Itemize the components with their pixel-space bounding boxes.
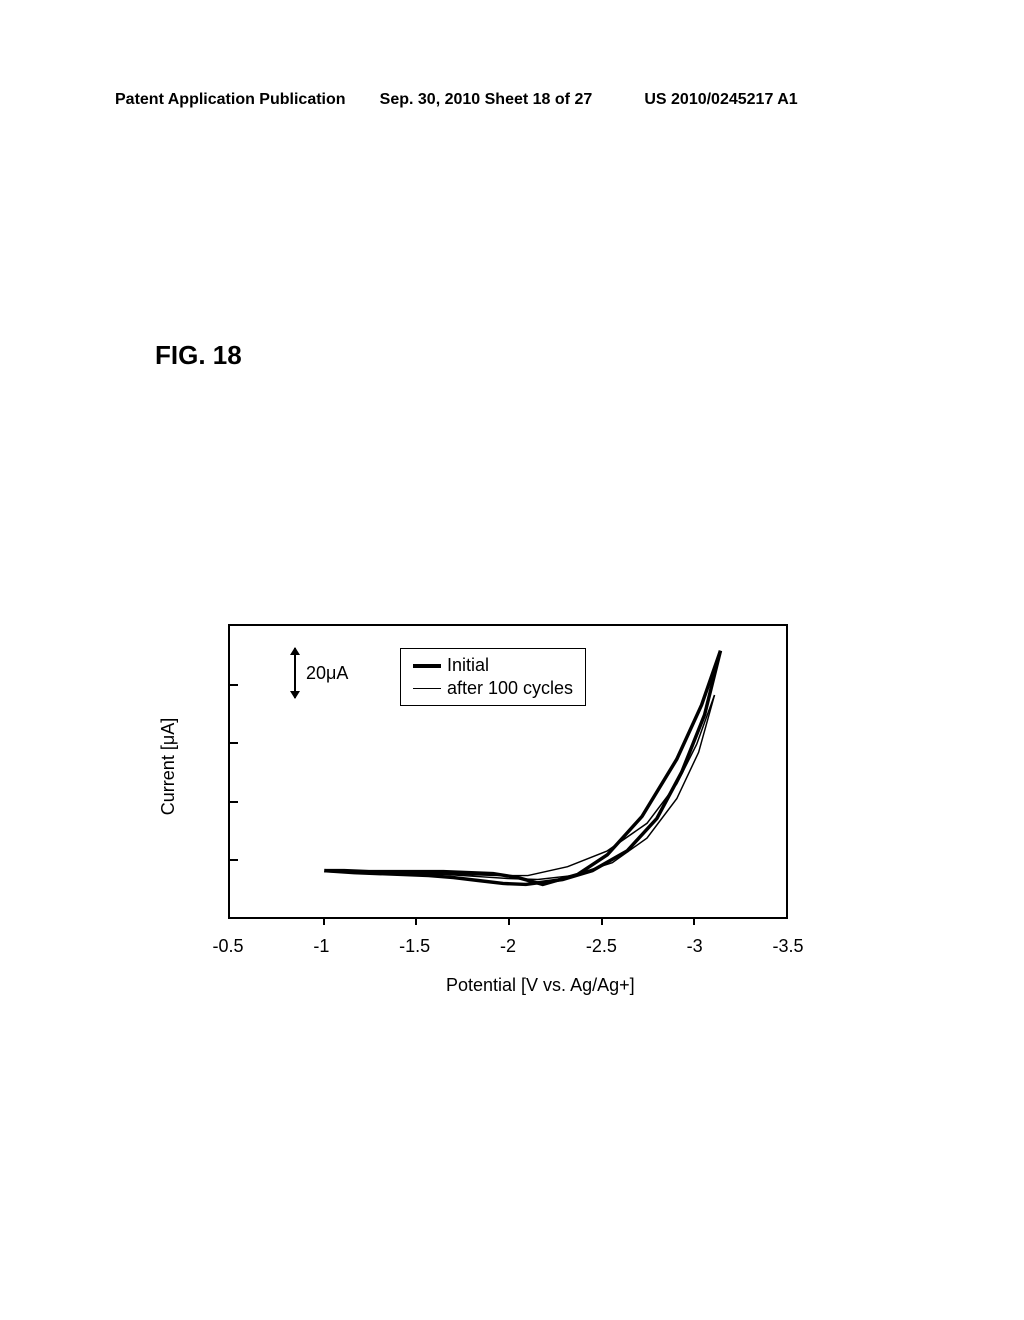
x-axis-label: Potential [V vs. Ag/Ag+] bbox=[446, 975, 635, 996]
after-curve-forward bbox=[324, 695, 714, 876]
legend: Initial after 100 cycles bbox=[400, 648, 586, 706]
x-tick bbox=[601, 917, 603, 925]
plot-area: 20μA Initial after 100 cycles bbox=[228, 624, 788, 919]
header-patent-number: US 2010/0245217 A1 bbox=[644, 91, 909, 109]
legend-label-initial: Initial bbox=[447, 655, 489, 676]
x-tick-label: -3 bbox=[687, 936, 703, 957]
legend-line-thin-icon bbox=[413, 688, 441, 690]
header-date-sheet: Sep. 30, 2010 Sheet 18 of 27 bbox=[380, 91, 645, 109]
x-tick bbox=[693, 917, 695, 925]
x-tick-label: -3.5 bbox=[772, 936, 803, 957]
legend-item-initial: Initial bbox=[413, 655, 573, 676]
after-curve-reverse bbox=[324, 695, 714, 879]
legend-label-after: after 100 cycles bbox=[447, 678, 573, 699]
y-axis-label: Current [μA] bbox=[158, 718, 179, 815]
header-publication-type: Patent Application Publication bbox=[115, 91, 380, 109]
figure-number-label: FIG. 18 bbox=[155, 340, 242, 371]
x-tick bbox=[415, 917, 417, 925]
scale-bar: 20μA bbox=[294, 648, 348, 698]
x-tick bbox=[508, 917, 510, 925]
x-tick bbox=[323, 917, 325, 925]
legend-line-thick-icon bbox=[413, 664, 441, 668]
legend-item-after: after 100 cycles bbox=[413, 678, 573, 699]
x-tick-label: -1 bbox=[313, 936, 329, 957]
x-tick-label: -2 bbox=[500, 936, 516, 957]
page-header: Patent Application Publication Sep. 30, … bbox=[0, 91, 1024, 109]
cv-chart: Current [μA] 20μA Initial bbox=[188, 624, 858, 1004]
scale-bar-label: 20μA bbox=[306, 663, 348, 684]
x-tick-label: -0.5 bbox=[212, 936, 243, 957]
scale-arrow-icon bbox=[294, 648, 296, 698]
x-tick-label: -1.5 bbox=[399, 936, 430, 957]
x-tick-label: -2.5 bbox=[586, 936, 617, 957]
